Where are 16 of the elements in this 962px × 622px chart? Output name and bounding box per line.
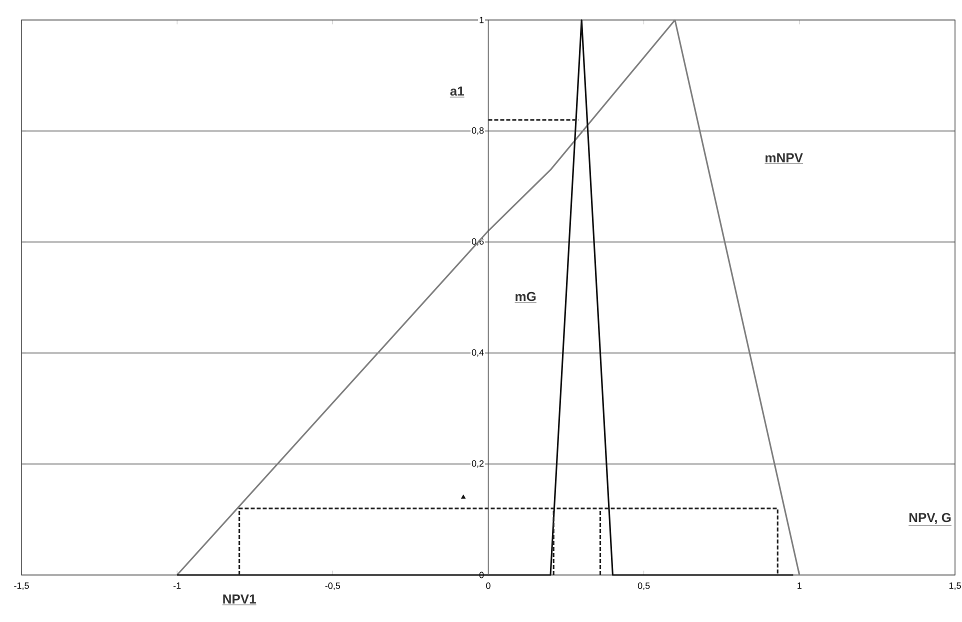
x-tick-label: 1,5	[949, 582, 961, 590]
y-tick-label: 0,2	[472, 460, 484, 468]
x-tick-label: 1	[798, 582, 802, 589]
annotation: mNPV	[766, 153, 803, 162]
x-tick-label: 0	[486, 582, 490, 589]
x-axis-title: NPV, G	[909, 512, 951, 524]
x-tick-label: -1,5	[14, 582, 29, 590]
annotation: NPV1	[223, 594, 256, 604]
y-tick-label: 0,4	[472, 349, 484, 357]
x-tick-label: -1	[173, 582, 181, 589]
y-tick-label: 1	[480, 16, 484, 24]
annotation: mG	[516, 292, 536, 302]
x-tick-label: 0,5	[638, 582, 650, 590]
annotation: a1	[450, 86, 464, 96]
x-tick-label: -0,5	[325, 582, 340, 590]
y-tick-label: 0,8	[472, 127, 484, 135]
